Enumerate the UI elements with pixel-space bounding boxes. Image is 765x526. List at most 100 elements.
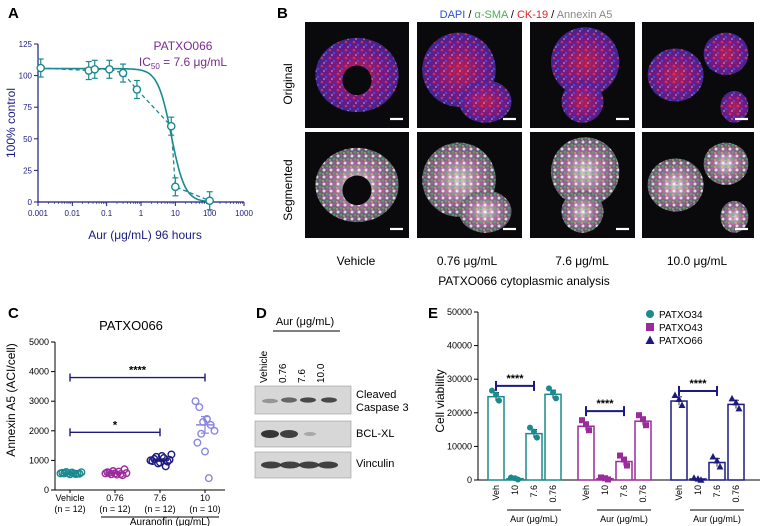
panel-c-ylabel: Annexin A5 (ACI/cell) <box>4 343 18 456</box>
panel-a-ylabel: 100% control <box>4 88 18 158</box>
e-xtick-label: 0.76 <box>548 485 558 503</box>
a-data-point <box>205 196 214 206</box>
c-ytick-label: 0 <box>44 485 49 495</box>
e-ytick-label: 30000 <box>447 374 472 384</box>
e-point <box>602 475 608 482</box>
e-xtick-label: Veh <box>674 485 684 501</box>
panel-e-axes: 0 10000 20000 30000 40000 50000 Veh 10 7.6 0.76 Au… <box>447 307 760 524</box>
e-xtick-label: 0.76 <box>731 485 741 503</box>
e-sig-label: **** <box>506 373 524 385</box>
panel-e-ylabel: Cell viability <box>433 369 447 432</box>
a-fit-curve <box>38 67 210 203</box>
col-label-10: 10.0 μg/mL <box>667 254 728 268</box>
e-ytick-label: 0 <box>467 475 472 485</box>
e-ytick-label: 10000 <box>447 441 472 451</box>
panel-b-legend: DAPI / α-SMA / CK-19 / Annexin A5 <box>440 9 613 21</box>
c-data-point <box>167 450 176 459</box>
cell-texture <box>703 142 749 185</box>
panel-a-xlabel: Aur (μg/mL) 96 hours <box>88 228 202 242</box>
a-ytick-label: 0 <box>28 198 33 207</box>
e-point <box>546 385 552 392</box>
band-caspase-lane4 <box>321 397 337 403</box>
e-legend-label: PATXO66 <box>659 336 703 347</box>
e-point <box>553 395 559 402</box>
e-point <box>671 391 679 399</box>
c-n-label: (n = 10) <box>189 504 220 514</box>
band-label-caspase-1: Cleaved <box>356 389 396 401</box>
e-point <box>586 427 592 434</box>
e-point <box>713 457 721 464</box>
lumen <box>342 65 372 96</box>
cell-texture <box>720 90 749 123</box>
e-xtick-label: 0.76 <box>638 485 648 503</box>
microscopy-grid <box>305 22 754 238</box>
c-n-label: (n = 12) <box>99 504 130 514</box>
e-xgroup-label: Aur (μg/mL) <box>693 514 741 524</box>
a-data-point <box>90 64 100 74</box>
a-xtick-label: 100 <box>203 209 217 218</box>
c-ytick-label: 3000 <box>29 396 49 406</box>
e-point <box>716 463 724 470</box>
lane-label: 0.76 <box>278 363 289 383</box>
cell-texture <box>720 200 749 233</box>
e-bar <box>727 403 745 481</box>
band-caspase-lane2 <box>281 397 297 403</box>
e-xtick-label: Veh <box>491 485 501 501</box>
e-point <box>496 397 502 404</box>
e-xtick-label: Veh <box>581 485 591 501</box>
a-ytick-label: 50 <box>23 135 32 144</box>
panel-a-axes: 0 25 50 75 100 125 0.001 0.01 0.1 1 10 100 1000 <box>19 40 254 218</box>
panel-c: C PATXO066 Annexin A5 (ACI/cell) 0 1000 20… <box>4 305 225 526</box>
e-xtick-label: 7.6 <box>619 485 629 498</box>
cell-texture <box>647 158 704 212</box>
c-ytick-label: 1000 <box>29 455 49 465</box>
e-sig-label: **** <box>596 398 614 410</box>
e-bar <box>577 425 595 481</box>
e-point <box>534 434 540 441</box>
lane-label: 7.6 <box>297 369 308 383</box>
e-point <box>709 453 717 460</box>
cell-texture <box>703 32 749 75</box>
e-xtick-label: 7.6 <box>529 485 539 498</box>
panel-letter-e: E <box>428 305 438 322</box>
panel-c-xgroup-label: Auranofin (μg/mL) <box>130 517 210 526</box>
c-data-point <box>202 414 211 423</box>
e-bar <box>670 400 688 481</box>
e-bar <box>634 420 652 481</box>
panel-a-title: PATXO066 <box>154 39 213 53</box>
e-legend-marker <box>646 310 654 318</box>
e-point <box>675 395 683 403</box>
e-legend-label: PATXO34 <box>659 310 703 321</box>
a-data-point <box>36 63 46 73</box>
cell-texture <box>459 80 512 123</box>
panel-a: A 0 25 50 75 100 125 0.001 0.01 0.1 1 10 100 1000 PA… <box>4 5 253 242</box>
c-data-point <box>77 468 86 477</box>
e-point <box>643 422 649 429</box>
e-xtick-label: 10 <box>600 485 610 495</box>
a-ytick-label: 75 <box>23 103 32 112</box>
cell-texture <box>561 190 604 233</box>
band-label-vinculin: Vinculin <box>356 458 394 470</box>
panel-e: E Cell viability 0 10000 20000 30000 40000 50… <box>428 305 760 524</box>
band-bclxl-lane2 <box>280 430 298 438</box>
e-bar <box>525 432 543 481</box>
panel-d-header: Aur (μg/mL) <box>276 316 334 328</box>
lane-label: Vehicle <box>259 350 270 383</box>
a-xtick-label: 10 <box>171 209 180 218</box>
e-point <box>489 387 495 394</box>
c-xtick-label: Vehicle <box>55 493 84 503</box>
c-data-point <box>191 397 200 406</box>
c-data-point <box>163 457 172 466</box>
e-point <box>598 474 604 481</box>
c-data-point <box>195 403 204 412</box>
c-sig-label: * <box>113 419 118 431</box>
a-data-point <box>132 85 142 94</box>
e-point <box>735 404 743 412</box>
cell-texture <box>459 190 512 233</box>
e-point <box>640 416 646 423</box>
e-bar <box>544 393 562 481</box>
col-label-vehicle: Vehicle <box>337 254 376 268</box>
band-caspase-lane3 <box>300 397 316 403</box>
e-point <box>583 421 589 428</box>
